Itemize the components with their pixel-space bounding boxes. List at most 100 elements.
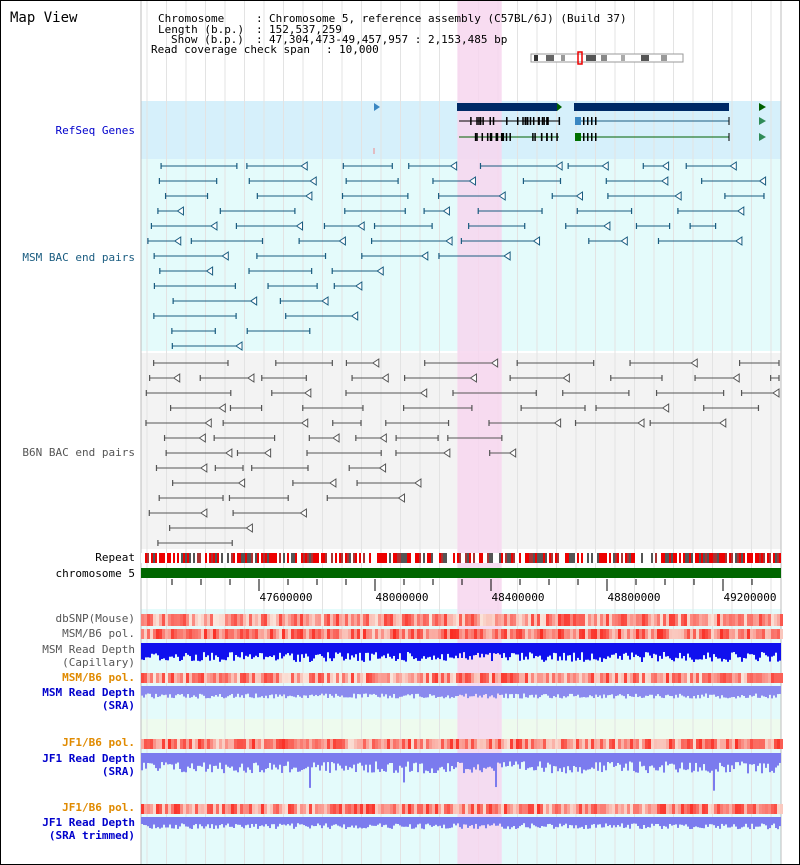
repeat-element (301, 553, 303, 563)
msm-depth-capillary-bar (345, 643, 347, 659)
msm-depth-sra-bar (375, 686, 377, 695)
repeat-element (509, 553, 511, 563)
jf1-b6-pol-cell (414, 804, 417, 814)
jf1-b6-pol-cell (222, 804, 225, 814)
msm-b6-pol-cell (591, 629, 594, 639)
jf1-b6-pol-cell (720, 804, 723, 814)
jf1-b6-pol-cell (516, 739, 519, 749)
dbsnp-cell (549, 614, 552, 626)
repeat-element (615, 553, 617, 563)
jf1-depth-sra-bar (695, 753, 697, 763)
gene-exon (532, 133, 534, 141)
msm-depth-sra-bar (341, 686, 343, 696)
dbsnp-cell (513, 614, 516, 626)
msm-depth-sra-bar (649, 686, 651, 695)
jf1-b6-pol-cell (489, 739, 492, 749)
msm-depth-capillary-bar (277, 643, 279, 660)
msm-depth-capillary-bar (659, 643, 661, 656)
jf1-b6-pol-label-2[interactable]: JF1/B6 pol. (62, 801, 135, 814)
msm-depth-sra-label[interactable]: MSM Read Depth (42, 686, 135, 699)
jf1-depth-trimmed-bar (307, 817, 309, 827)
gene-exon (505, 133, 508, 141)
jf1-b6-pol-cell (360, 804, 363, 814)
repeat-element (289, 553, 291, 563)
chromosome-bar (141, 568, 781, 578)
msm-b6-pol-cell (615, 629, 618, 639)
jf1-b6-pol-cell (738, 804, 741, 814)
msm-depth-sra-bar (579, 686, 581, 698)
msm-b6-pol-cell (771, 673, 774, 683)
msm-b6-pol-cell (228, 673, 231, 683)
msm-b6-pol-label-1[interactable]: MSM/B6 pol. (62, 627, 135, 640)
jf1-depth-sra-bar (203, 753, 205, 763)
jf1-depth-trimmed-bar (331, 817, 333, 826)
msm-b6-pol-cell (534, 629, 537, 639)
repeat-element (647, 553, 649, 563)
msm-b6-pol-cell (708, 673, 711, 683)
dbsnp-cell (150, 614, 153, 626)
msm-depth-capillary-bar (525, 643, 527, 657)
jf1-depth-trimmed-bar (367, 817, 369, 828)
msm-b6-pol-cell (540, 673, 543, 683)
msm-b6-pol-cell (366, 629, 369, 639)
jf1-b6-pol-cell (639, 804, 642, 814)
msm-b6-pol-cell (699, 673, 702, 683)
msm-depth-sra-bar (213, 686, 215, 697)
msm-b6-pol-cell (393, 673, 396, 683)
msm-b6-pol-cell (429, 629, 432, 639)
jf1-b6-pol-cell (339, 739, 342, 749)
repeat-element (483, 553, 485, 563)
msm-depth-sra-bar (369, 686, 371, 695)
jf1-b6-pol-cell (552, 739, 555, 749)
b6n-bac-label[interactable]: B6N BAC end pairs (22, 446, 135, 459)
msm-b6-pol-cell (390, 629, 393, 639)
jf1-b6-pol-cell (219, 804, 222, 814)
b6n-bac-pair-arrow (397, 493, 405, 503)
jf1-depth-trimmed-bar (705, 817, 707, 825)
msm-b6-pol-cell (543, 629, 546, 639)
jf1-b6-pol-cell (441, 804, 444, 814)
repeat-element (601, 553, 603, 563)
refseq-genes-label[interactable]: RefSeq Genes (55, 124, 135, 137)
msm-depth-capillary-label[interactable]: MSM Read Depth (42, 643, 135, 656)
b6n-bac-pair-arrow (562, 373, 570, 383)
jf1-depth-trimmed-bar (699, 817, 701, 828)
msm-depth-capillary-bar (193, 643, 195, 661)
msm-b6-pol-cell (459, 673, 462, 683)
dbsnp-cell (501, 614, 504, 626)
jf1-b6-pol-cell (471, 739, 474, 749)
msm-b6-pol-cell (759, 673, 762, 683)
repeat-element (207, 553, 209, 563)
msm-depth-capillary-bar (767, 643, 769, 657)
repeat-element (767, 553, 769, 563)
msm-depth-sra-bar (287, 686, 289, 697)
msm-depth-capillary-bar (725, 643, 727, 660)
msm-b6-pol-label-2[interactable]: MSM/B6 pol. (62, 671, 135, 684)
msm-bac-pair-arrow (736, 206, 745, 216)
jf1-b6-pol-cell (429, 739, 432, 749)
jf1-b6-pol-label-1[interactable]: JF1/B6 pol. (62, 736, 135, 749)
dbsnp-label[interactable]: dbSNP(Mouse) (55, 612, 135, 625)
msm-depth-sra-bar (721, 686, 723, 696)
gene-exon (558, 117, 561, 125)
msm-b6-pol-cell (492, 673, 495, 683)
jf1-depth-trimmed-label[interactable]: JF1 Read Depth (42, 816, 135, 829)
repeat-element (363, 553, 365, 563)
jf1-b6-pol-cell (213, 804, 216, 814)
b6n-bac-pair-arrow (247, 373, 255, 383)
msm-b6-pol-cell (192, 629, 195, 639)
msm-bac-pair-arrow (442, 206, 450, 216)
jf1-depth-sra-label[interactable]: JF1 Read Depth (42, 752, 135, 765)
jf1-b6-pol-cell (180, 804, 183, 814)
msm-depth-capillary-bar (547, 643, 549, 657)
msm-bac-label[interactable]: MSM BAC end pairs (22, 251, 135, 264)
repeat-element (173, 553, 175, 563)
jf1-depth-trimmed-bar (695, 817, 697, 827)
jf1-depth-trimmed-bar (311, 817, 313, 826)
msm-depth-sra-bar (377, 686, 379, 697)
jf1-depth-sra-bar (777, 753, 779, 766)
jf1-depth-trimmed-bar (737, 817, 739, 830)
jf1-depth-trimmed-bar (445, 817, 447, 829)
dbsnp-cell (747, 614, 750, 626)
